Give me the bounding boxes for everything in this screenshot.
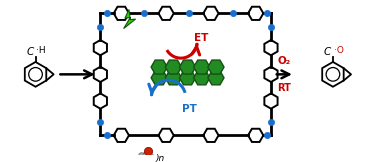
Polygon shape [194,71,210,85]
Polygon shape [151,71,167,85]
Polygon shape [180,60,196,74]
Text: )n: )n [155,154,164,162]
Text: ·H: ·H [37,46,46,55]
Polygon shape [165,71,181,85]
Polygon shape [180,71,196,85]
Polygon shape [208,71,224,85]
Polygon shape [165,60,181,74]
Text: ·O: ·O [334,46,344,55]
Text: RT: RT [277,83,291,93]
Text: O₂: O₂ [278,56,291,66]
Polygon shape [151,60,167,74]
Polygon shape [208,60,224,74]
Text: C: C [26,47,34,57]
Text: ET: ET [194,33,209,43]
Text: PT: PT [182,104,197,114]
Text: C: C [324,47,331,57]
Polygon shape [124,10,136,29]
Polygon shape [194,60,210,74]
